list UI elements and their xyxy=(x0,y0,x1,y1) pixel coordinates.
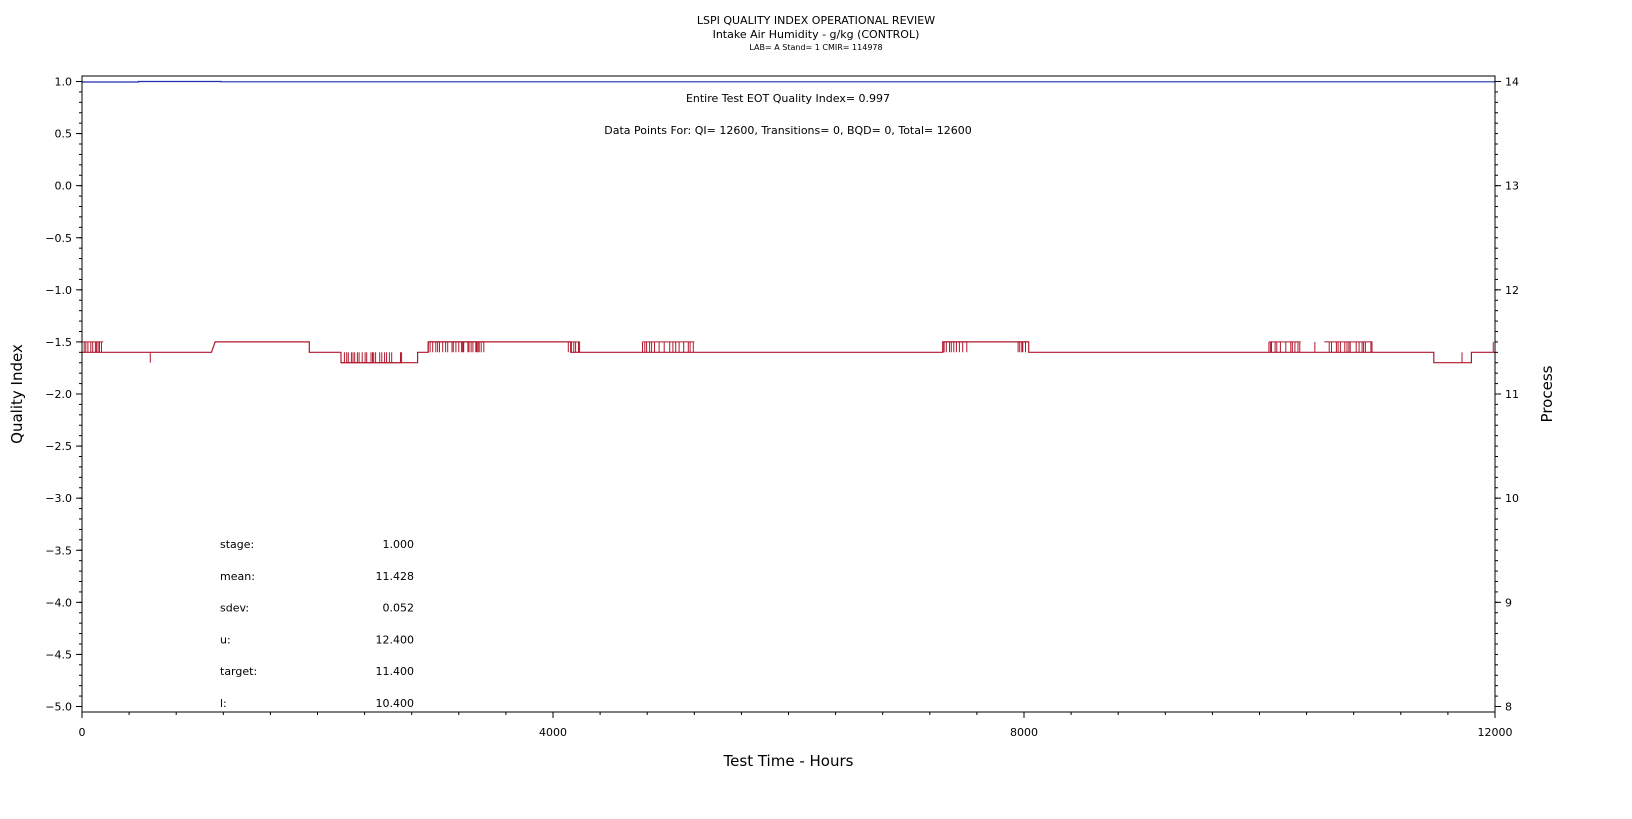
y2-tick-label: 9 xyxy=(1505,596,1512,609)
process-spike-zone xyxy=(1268,341,1301,353)
process-spike-zone xyxy=(1017,341,1029,353)
y-tick-label: −2.0 xyxy=(45,388,72,401)
bottom-axis: 0 4000 8000 12000 xyxy=(79,712,1513,739)
stats-table: stage: 1.000 mean: 11.428 sdev: 0.052 u: 12.400… xyxy=(220,538,414,710)
stat-value: 0.052 xyxy=(383,602,415,615)
y2-tick-label: 13 xyxy=(1505,180,1519,193)
process-spike-zone xyxy=(1324,341,1373,353)
x-tick-label: 12000 xyxy=(1478,726,1513,739)
y2-tick-label: 8 xyxy=(1505,701,1512,714)
y-tick-label: −1.5 xyxy=(45,336,72,349)
plot-frame xyxy=(81,75,1496,713)
y2-axis-label: Process xyxy=(1538,365,1556,422)
chart-subtitle-lab: LAB= A Stand= 1 CMIR= 114978 xyxy=(749,43,883,52)
stat-label: l: xyxy=(220,697,227,710)
process-series-line xyxy=(82,341,1495,364)
y-tick-label: −3.0 xyxy=(45,492,72,505)
stat-value: 12.400 xyxy=(376,633,415,646)
x-tick-label: 0 xyxy=(79,726,86,739)
stat-value: 11.428 xyxy=(376,570,415,583)
process-spikes xyxy=(942,341,968,353)
chart-title: LSPI QUALITY INDEX OPERATIONAL REVIEW xyxy=(696,14,936,27)
process-spikes xyxy=(1017,341,1026,353)
y2-tick-label: 12 xyxy=(1505,284,1519,297)
stat-value: 11.400 xyxy=(376,665,415,678)
y-tick-label: −3.5 xyxy=(45,544,72,557)
y-tick-label: −4.5 xyxy=(45,648,72,661)
process-spikes xyxy=(1328,341,1373,353)
series-layer xyxy=(81,80,1495,364)
stat-label: target: xyxy=(220,665,257,678)
process-spikes xyxy=(642,341,694,353)
y-tick-label: 0.0 xyxy=(55,180,73,193)
process-spike-zone xyxy=(942,341,968,353)
y-tick-label: −0.5 xyxy=(45,232,72,245)
y-tick-label: −2.5 xyxy=(45,440,72,453)
process-spike-zone xyxy=(340,352,403,364)
left-axis: 1.0 0.5 0.0 −0.5 −1.0 −1.5 −2.0 −2.5 −3.0 −3.5 −4.… xyxy=(45,76,82,714)
y-tick-label: −1.0 xyxy=(45,284,72,297)
process-spike-zone xyxy=(642,341,695,353)
y2-tick-label: 11 xyxy=(1505,388,1519,401)
process-spike-zone xyxy=(567,341,581,353)
y2-tick-label: 10 xyxy=(1505,492,1519,505)
process-spikes xyxy=(340,352,403,363)
process-spike-zone xyxy=(427,341,485,353)
y-axis-label: Quality Index xyxy=(8,344,26,444)
process-spikes xyxy=(567,341,581,353)
process-spike-zone xyxy=(81,341,104,353)
y-tick-label: 1.0 xyxy=(55,76,73,89)
chart-subtitle: Intake Air Humidity - g/kg (CONTROL) xyxy=(712,28,920,41)
stat-label: mean: xyxy=(220,570,255,583)
y-tick-label: 0.5 xyxy=(55,128,73,141)
x-tick-label: 4000 xyxy=(539,726,567,739)
stat-label: sdev: xyxy=(220,602,249,615)
process-spikes xyxy=(1268,341,1301,353)
process-spikes xyxy=(81,341,102,353)
y2-tick-label: 14 xyxy=(1505,76,1519,89)
process-spikes xyxy=(427,341,485,353)
x-axis-label: Test Time - Hours xyxy=(723,752,854,770)
qi-annotation: Entire Test EOT Quality Index= 0.997 xyxy=(686,92,890,105)
data-points-annotation: Data Points For: QI= 12600, Transitions=… xyxy=(604,124,972,137)
right-axis: 14 13 12 11 10 9 8 xyxy=(1495,76,1519,714)
y-tick-label: −5.0 xyxy=(45,701,72,714)
stat-value: 10.400 xyxy=(376,697,415,710)
stat-label: u: xyxy=(220,633,231,646)
stat-value: 1.000 xyxy=(383,538,415,551)
x-tick-label: 8000 xyxy=(1010,726,1038,739)
stat-label: stage: xyxy=(220,538,254,551)
qi-series-line xyxy=(82,80,1495,83)
y-tick-label: −4.0 xyxy=(45,596,72,609)
